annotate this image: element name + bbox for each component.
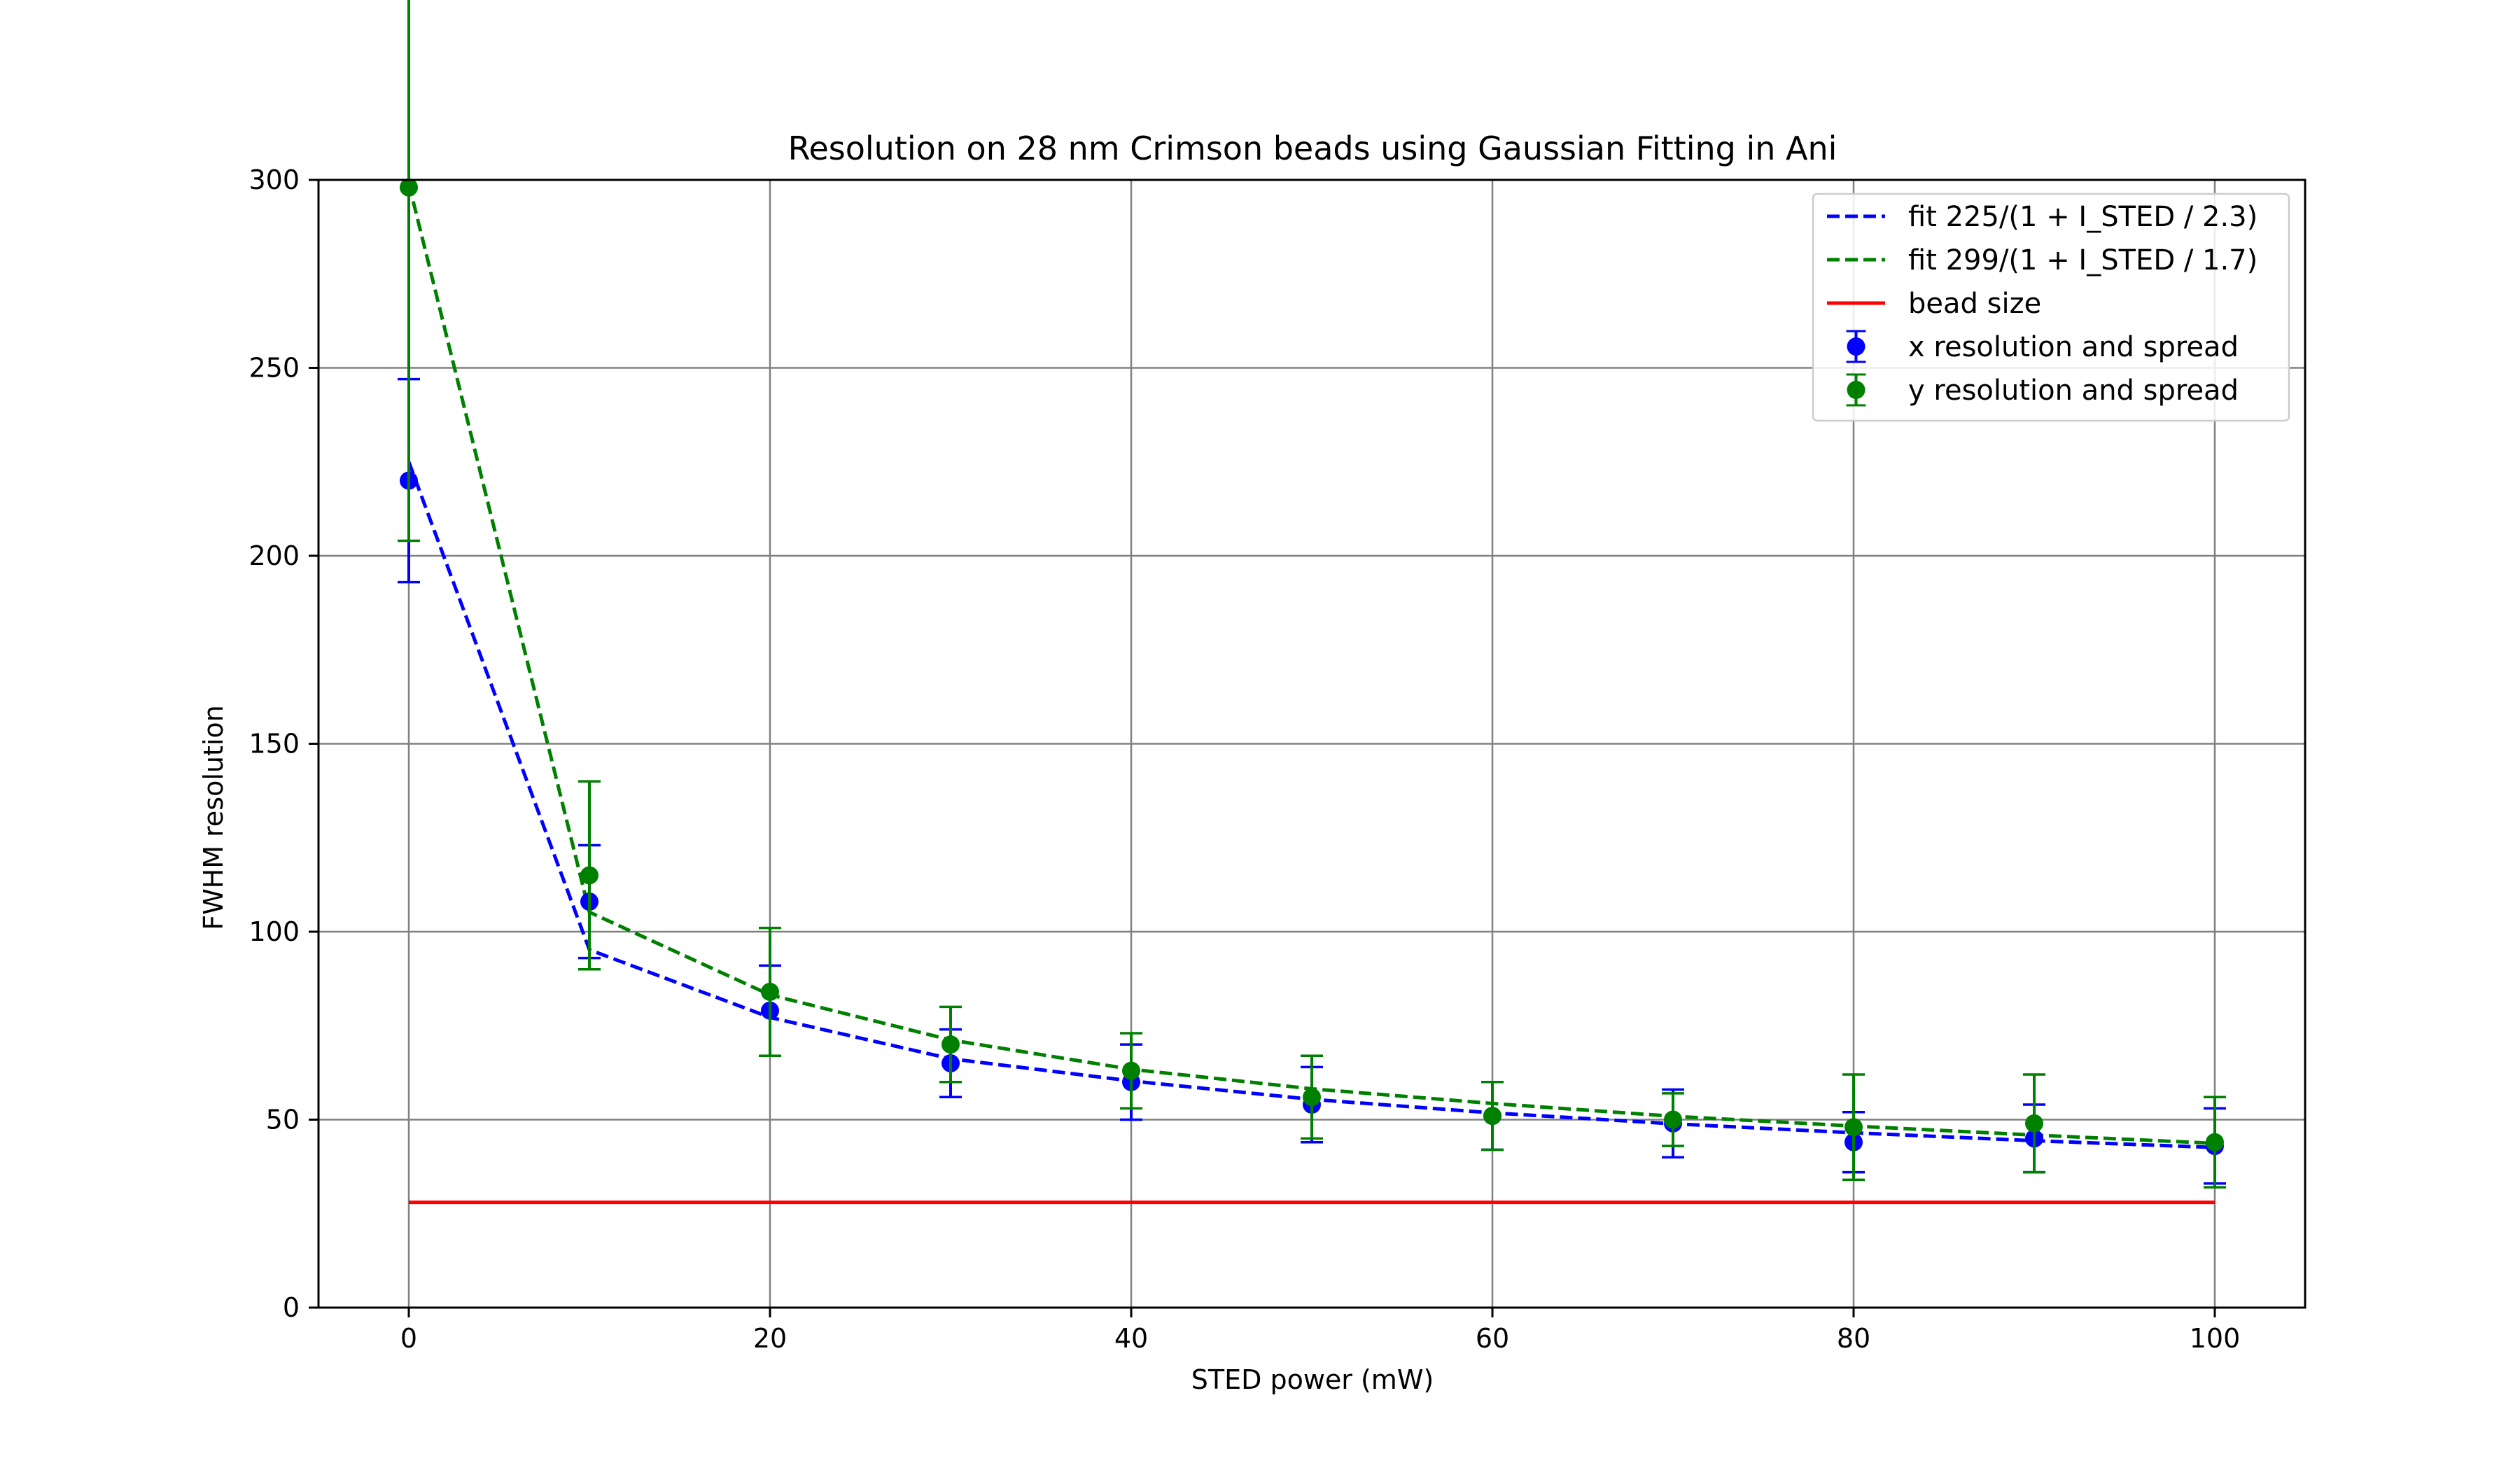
legend-label: x resolution and spread	[1908, 331, 2239, 363]
series-layer	[398, 0, 2226, 1205]
legend-handle-marker	[1847, 337, 1865, 356]
x-tick-label: 100	[2190, 1323, 2241, 1354]
data-point	[2206, 1133, 2224, 1152]
data-point	[2025, 1114, 2043, 1133]
x-tick-label: 0	[400, 1323, 417, 1354]
y-tick-label: 150	[248, 729, 300, 760]
x-tick-label: 20	[753, 1323, 787, 1354]
ticks: 0 20 40 60 80 100 0 50 100 150 200 250 300	[248, 164, 2240, 1354]
y-tick-label: 200	[248, 540, 300, 571]
data-point	[1122, 1061, 1140, 1080]
data-point	[1303, 1088, 1321, 1107]
x-axis-title: STED power (mW)	[1191, 1364, 1434, 1395]
y-tick-label: 50	[266, 1105, 300, 1135]
y-tick-label: 300	[248, 164, 300, 195]
data-point	[1844, 1118, 1863, 1137]
legend-label: fit 299/(1 + I_STED / 1.7)	[1908, 244, 2258, 276]
data-point	[1483, 1107, 1502, 1126]
data-point	[941, 1035, 960, 1054]
y-tick-label: 0	[283, 1292, 300, 1323]
chart-title: Resolution on 28 nm Crimson beads using …	[788, 130, 1837, 167]
legend-label: bead size	[1908, 288, 2041, 320]
legend: fit 225/(1 + I_STED / 2.3) fit 299/(1 + I…	[1812, 192, 2290, 422]
data-point	[580, 866, 598, 885]
x-tick-label: 80	[1837, 1323, 1870, 1354]
y-tick-label: 250	[248, 353, 300, 384]
x-tick-label: 60	[1476, 1323, 1509, 1354]
x-tick-label: 40	[1114, 1323, 1148, 1354]
y-tick-label: 100	[248, 916, 300, 947]
legend-handle-marker	[1847, 381, 1865, 399]
plot-area: 0 20 40 60 80 100 0 50 100 150 200 250 300	[248, 0, 2306, 1354]
y-axis-title: FWHM resolution	[198, 705, 229, 930]
data-point	[761, 982, 779, 1001]
legend-label: fit 225/(1 + I_STED / 2.3)	[1908, 201, 2258, 233]
data-point	[400, 178, 418, 197]
legend-box	[1812, 192, 2290, 422]
data-point	[1664, 1110, 1682, 1129]
legend-label: y resolution and spread	[1908, 374, 2239, 407]
